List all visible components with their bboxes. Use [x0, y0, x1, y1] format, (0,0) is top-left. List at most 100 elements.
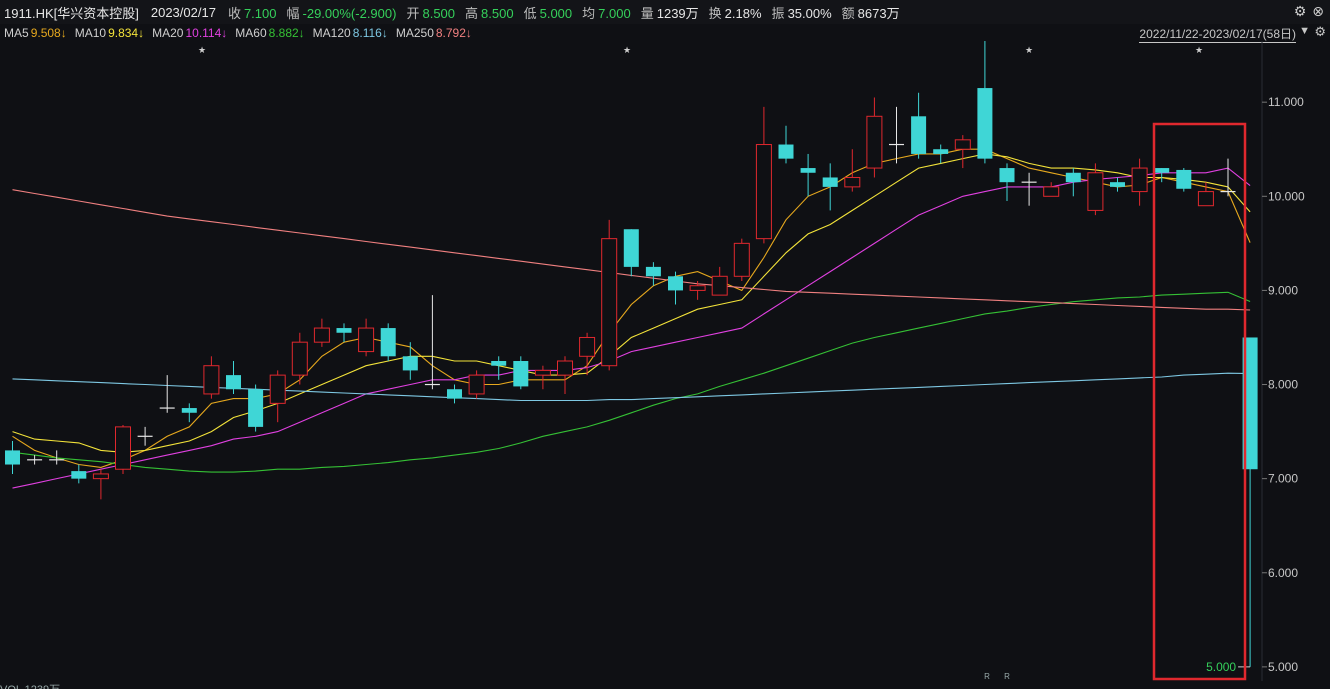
star-marker: ★	[198, 45, 206, 55]
candle-body	[977, 88, 993, 159]
candle-body	[933, 149, 949, 154]
ma-legend-value: 8.116↓	[352, 25, 388, 40]
close-icon[interactable]: ⊗	[1312, 3, 1324, 19]
ma-legend-name: MA120	[312, 25, 351, 40]
low-value: 5.000	[539, 5, 573, 21]
ma-legend-name: MA10	[74, 25, 107, 40]
candle-body	[601, 238, 618, 367]
candlestick-chart[interactable]: 5.000 6.000 7.000 8.000 9.000 10.000 11.000 ★ ★ ★…	[0, 41, 1330, 681]
amount-label: 额	[841, 5, 855, 21]
ma-line-ma120	[12, 372, 1251, 402]
candle-body	[1176, 169, 1192, 189]
candle-body	[291, 341, 308, 376]
y-tick-label: 7.000	[1268, 472, 1298, 486]
ma-line-ma10	[12, 153, 1251, 453]
y-tick-label: 8.000	[1268, 378, 1298, 392]
candle-body	[689, 285, 706, 291]
candle-body	[1043, 186, 1060, 197]
ma-legend-value: 8.792↓	[435, 25, 472, 40]
candle-body	[380, 328, 396, 357]
candle-body	[822, 177, 838, 187]
candle-body	[755, 144, 772, 240]
candle-body	[1242, 337, 1258, 470]
quote-date: 2023/02/17	[150, 4, 216, 20]
candle-body	[778, 144, 794, 159]
candle-body	[447, 389, 462, 399]
volume-label: 量	[640, 5, 654, 21]
candle-body	[579, 336, 596, 357]
candle-body	[358, 327, 375, 353]
candle-body	[1087, 172, 1104, 211]
avg-value: 7.000	[598, 5, 631, 21]
low-label: 低	[523, 5, 537, 21]
candle-body	[5, 450, 20, 465]
candle-body	[181, 408, 197, 413]
star-marker: ★	[623, 45, 631, 55]
ma-legend-ma10: MA10 9.834↓	[75, 26, 144, 40]
ma-legend-name: MA20	[152, 25, 184, 40]
ma-line-ma20	[12, 167, 1251, 489]
candle-body	[733, 242, 750, 277]
candle-body	[844, 176, 861, 188]
dropdown-arrow-icon[interactable]: ▼	[1299, 25, 1310, 37]
ma-legend-value: 9.508↓	[30, 25, 67, 40]
ma-legend-name: MA60	[235, 25, 267, 40]
ma-legend-ma20: MA20 10.114↓	[152, 26, 227, 40]
candle-body	[71, 471, 87, 479]
close-value: 7.100	[243, 5, 277, 21]
ma-line-ma5	[12, 148, 1251, 468]
amount-value: 8673万	[857, 5, 900, 21]
stock-title[interactable]: 1911.HK[华兴资本控股]	[4, 5, 139, 21]
ma-legend-value: 10.114↓	[185, 25, 228, 40]
candle-body	[203, 365, 220, 395]
change-label: 幅	[286, 5, 300, 21]
candle-body	[645, 266, 661, 277]
ma-legend-name: MA5	[4, 25, 29, 40]
candle-body	[954, 139, 971, 150]
turnover-value: 2.18%	[724, 5, 762, 21]
settings-icon[interactable]: ⚙	[1293, 3, 1307, 19]
low-price-label: 5.000	[1206, 660, 1236, 674]
candle-body	[866, 115, 883, 169]
y-tick-label: 9.000	[1268, 283, 1298, 297]
open-value: 8.500	[422, 5, 456, 21]
ma-line-ma60	[12, 291, 1251, 473]
candle-body	[534, 369, 551, 376]
candle-body	[336, 328, 352, 333]
y-tick-label: 11.000	[1268, 95, 1304, 109]
y-tick-label: 5.000	[1268, 660, 1298, 674]
star-marker: ★	[1195, 45, 1203, 55]
close-label: 收	[227, 5, 241, 21]
ma-legend-name: MA250	[395, 25, 434, 40]
candle-body	[668, 276, 683, 291]
y-tick-label: 10.000	[1268, 189, 1305, 203]
chart-settings-icon[interactable]: ⚙	[1314, 24, 1326, 39]
candle-body	[711, 275, 728, 296]
ma-legend-ma60: MA60 8.882↓	[235, 26, 304, 40]
candle-body	[115, 426, 131, 470]
r-marker: R	[1004, 672, 1010, 681]
candle-body	[491, 361, 507, 366]
candle-body	[800, 168, 816, 173]
date-range-selector[interactable]: 2022/11/22-2023/02/17(58日)	[1139, 27, 1296, 43]
ma-legend-ma120: MA120 8.116↓	[313, 26, 388, 40]
ma-legend-ma250: MA250 8.792↓	[396, 26, 472, 40]
candle-body	[1154, 168, 1170, 173]
candle-body	[402, 356, 418, 371]
candle-body	[1131, 167, 1148, 193]
ma-legend-ma5: MA5 9.508↓	[4, 26, 67, 40]
candle-body	[92, 473, 109, 480]
candle-body	[1197, 191, 1214, 207]
high-label: 高	[465, 5, 479, 21]
candle-body	[468, 374, 485, 395]
highlight-box	[1152, 122, 1247, 681]
candle-body	[513, 361, 529, 387]
volume-footer: VOL 1239万	[0, 681, 1330, 689]
candle-body	[248, 389, 264, 427]
ma-legend-value: 9.834↓	[108, 25, 145, 40]
moving-average-legend: MA5 9.508↓ MA10 9.834↓ MA20 10.114↓ MA60 8.882↓…	[0, 24, 1330, 41]
avg-label: 均	[582, 5, 596, 21]
candle-body	[269, 374, 286, 404]
amplitude-label: 振	[771, 5, 785, 21]
candle-body	[623, 229, 639, 267]
